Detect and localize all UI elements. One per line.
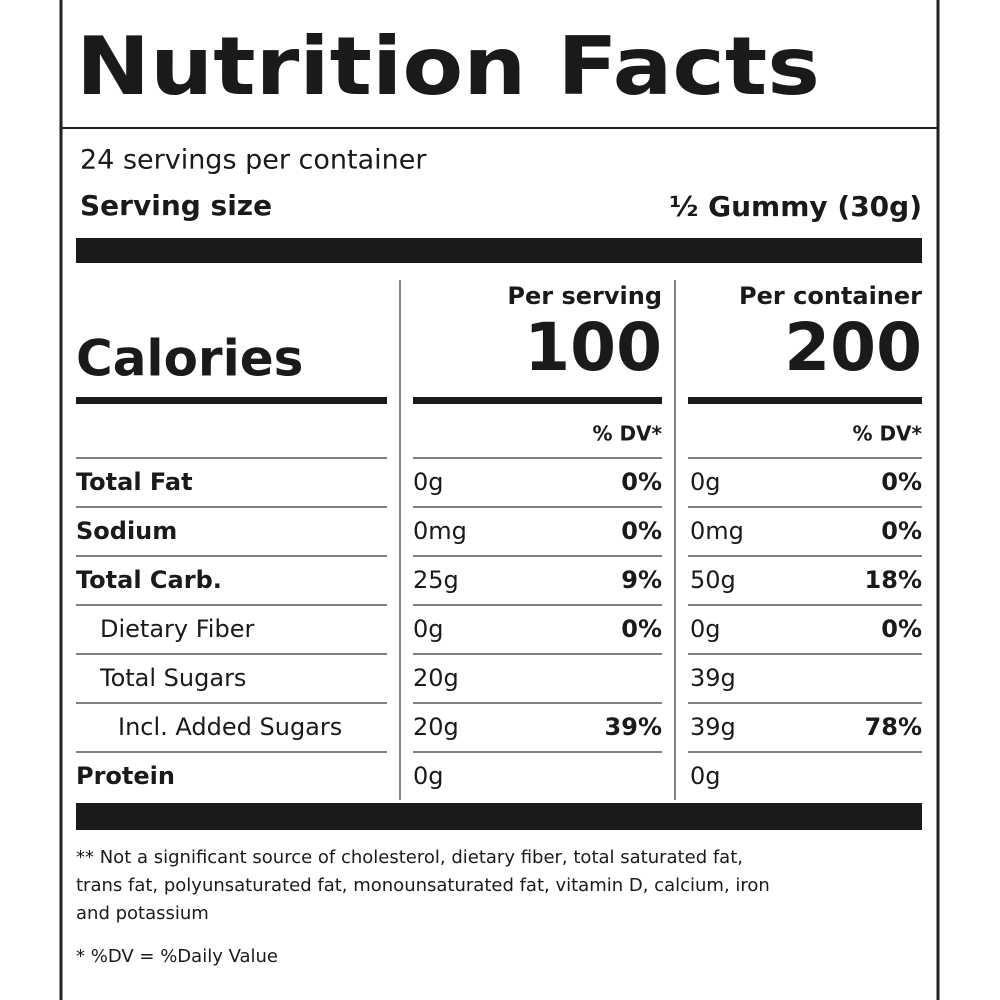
thick-rule xyxy=(76,397,387,404)
amount: 25g xyxy=(413,566,459,594)
amount: 0g xyxy=(413,762,444,790)
calories-value: 200 xyxy=(784,309,922,386)
nutrient-name: Protein xyxy=(76,762,175,790)
dv-header: % DV* xyxy=(852,422,922,446)
dv-note: * %DV = %Daily Value xyxy=(76,946,278,967)
title: Nutrition Facts xyxy=(76,20,820,113)
nutrient-name: Dietary Fiber xyxy=(100,615,254,643)
nutrient-name: Total Sugars xyxy=(99,664,246,692)
serving-size-label: Serving size xyxy=(80,189,272,222)
thick-rule xyxy=(413,397,662,404)
thick-rule xyxy=(688,397,922,404)
nutrient-name: Incl. Added Sugars xyxy=(118,713,342,741)
thick-bar xyxy=(76,803,922,830)
amount: 0g xyxy=(690,762,721,790)
daily-value: 9% xyxy=(621,566,662,594)
nutrient-name: Total Carb. xyxy=(76,566,222,594)
amount: 0mg xyxy=(413,517,467,545)
servings: 24 servings per container xyxy=(80,145,427,176)
nutrient-name: Total Fat xyxy=(76,468,193,496)
daily-value: 0% xyxy=(881,615,922,643)
amount: 50g xyxy=(690,566,736,594)
amount: 39g xyxy=(690,713,736,741)
footnote-line: and potassium xyxy=(76,903,209,924)
thick-bar xyxy=(76,238,922,263)
daily-value: 0% xyxy=(621,468,662,496)
calories-label: Calories xyxy=(76,330,303,388)
footnote-line: ** Not a significant source of cholester… xyxy=(76,847,743,868)
amount: 20g xyxy=(413,664,459,692)
amount: 39g xyxy=(690,664,736,692)
daily-value: 0% xyxy=(621,615,662,643)
daily-value: 0% xyxy=(881,468,922,496)
amount: 0g xyxy=(690,468,721,496)
amount: 20g xyxy=(413,713,459,741)
column-header: Per container xyxy=(739,282,922,310)
daily-value: 0% xyxy=(881,517,922,545)
daily-value: 39% xyxy=(605,713,662,741)
column-header: Per serving xyxy=(507,282,662,310)
daily-value: 0% xyxy=(621,517,662,545)
amount: 0g xyxy=(690,615,721,643)
daily-value: 18% xyxy=(865,566,922,594)
serving-size: ½ Gummy (30g) xyxy=(669,190,922,223)
amount: 0g xyxy=(413,468,444,496)
dv-header: % DV* xyxy=(592,422,662,446)
nutrient-name: Sodium xyxy=(76,517,177,545)
footnote-line: trans fat, polyunsaturated fat, monounsa… xyxy=(76,875,770,896)
calories-value: 100 xyxy=(524,309,662,386)
amount: 0mg xyxy=(690,517,744,545)
label-border xyxy=(59,0,940,1000)
daily-value: 78% xyxy=(865,713,922,741)
amount: 0g xyxy=(413,615,444,643)
